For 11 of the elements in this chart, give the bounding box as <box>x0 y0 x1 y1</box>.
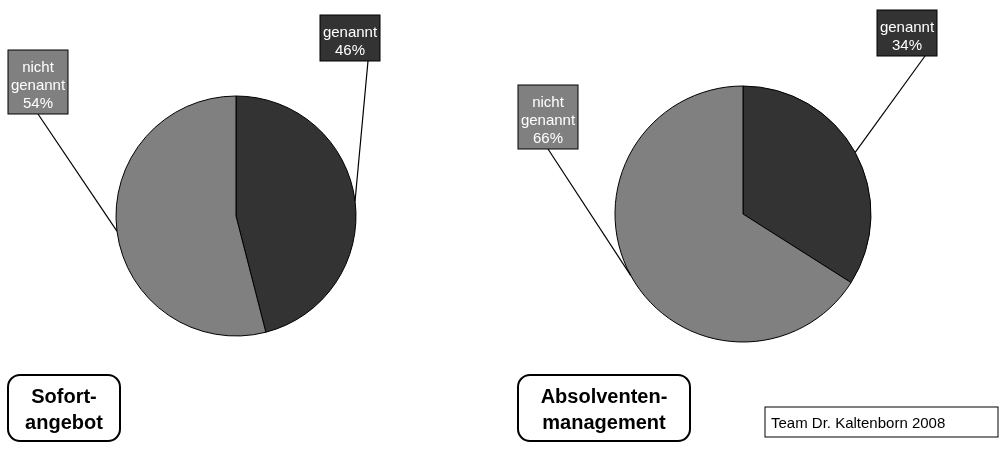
data-label: 54% <box>22 94 54 111</box>
slice-label: nicht genannt <box>10 58 66 93</box>
text: Absolventen- management <box>540 385 668 433</box>
data-label: 34% <box>891 36 923 53</box>
slice-label: nicht genannt <box>520 93 576 128</box>
data-label: 46% <box>334 41 366 58</box>
text: Sofort- angebot <box>25 385 104 433</box>
slice-label: genannt <box>322 23 378 40</box>
data-label: 66% <box>532 129 564 146</box>
slice-label: genannt <box>879 18 935 35</box>
text: Team Dr. Kaltenborn 2008 <box>771 414 946 431</box>
